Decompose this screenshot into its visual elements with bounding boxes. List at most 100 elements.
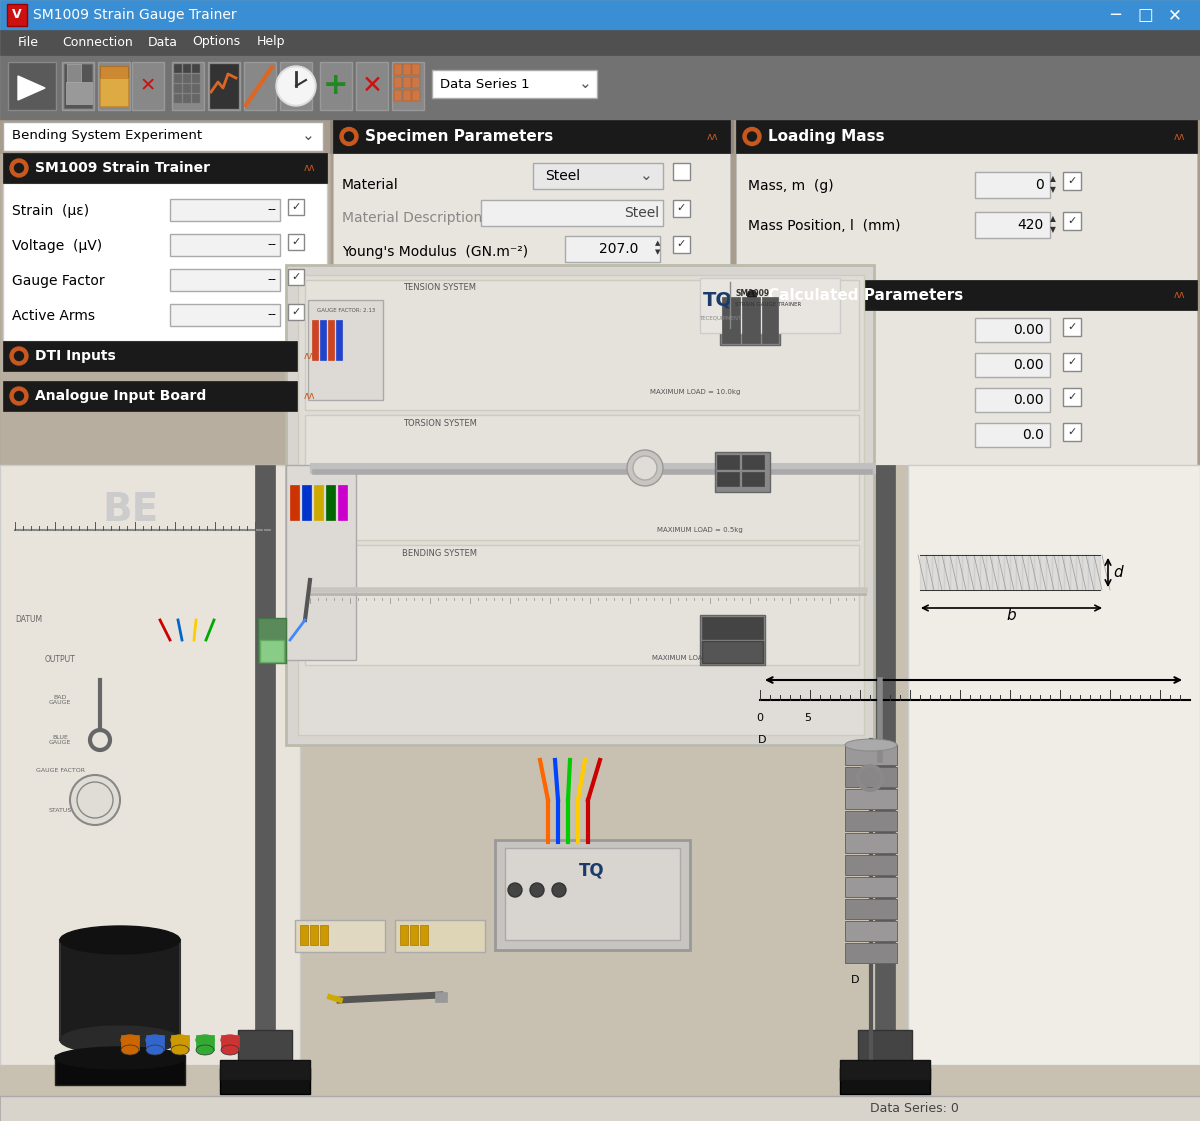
Bar [974,212,1050,238]
Bar [256,465,275,1045]
Text: 0.0: 0.0 [1022,428,1044,442]
Circle shape [508,883,522,897]
Bar [286,265,874,745]
Ellipse shape [146,1035,164,1045]
Text: 0.00: 0.00 [1013,358,1044,372]
Bar [720,295,780,345]
Bar [170,269,280,291]
Text: d: d [1114,565,1123,580]
Bar [302,485,311,520]
Text: ✓: ✓ [1067,392,1076,402]
Bar [436,992,446,1002]
Bar [305,280,859,410]
Bar [845,921,898,941]
Text: TQ: TQ [580,861,605,879]
Text: ▲: ▲ [655,240,661,245]
Text: SM1009 Strain Trainer: SM1009 Strain Trainer [35,161,210,175]
Text: ✓: ✓ [1067,427,1076,437]
Bar [0,55,1200,120]
Ellipse shape [172,1035,190,1045]
Bar [840,1060,930,1080]
Text: Connection: Connection [62,36,133,48]
Text: 207.0: 207.0 [599,242,638,256]
Bar [182,74,191,83]
Bar [60,941,180,1040]
Bar [410,925,418,945]
Text: Active Arms: Active Arms [12,309,95,323]
Text: ⌄: ⌄ [640,168,653,184]
Ellipse shape [221,1045,239,1055]
Text: TECEQUIPMENT: TECEQUIPMENT [698,315,742,321]
Bar [0,1096,1200,1121]
Text: Gauge Factor: Gauge Factor [12,274,104,288]
Circle shape [14,164,24,173]
Bar [505,847,680,941]
Text: Data Series: 0: Data Series: 0 [870,1102,959,1114]
Bar [182,64,191,73]
Text: ✓: ✓ [1067,216,1076,226]
Text: STATUS: STATUS [48,807,72,813]
Bar [334,120,730,152]
Text: 420: 420 [1018,217,1044,232]
Bar [295,920,385,952]
Bar [840,1068,930,1094]
Bar [170,200,280,221]
Bar [875,465,895,1045]
Circle shape [340,128,358,146]
Bar [0,120,1200,152]
Bar [280,62,312,110]
Text: 0.00: 0.00 [1013,393,1044,407]
Text: Young's Modulus  (GN.m⁻²): Young's Modulus (GN.m⁻²) [342,245,528,259]
Ellipse shape [196,1035,214,1045]
Bar [208,62,240,110]
Ellipse shape [60,926,180,954]
Text: STRAIN GAUGE TRAINER: STRAIN GAUGE TRAINER [734,303,802,307]
Text: SM1009: SM1009 [734,288,769,297]
Bar [356,62,388,110]
Bar [290,485,299,520]
Circle shape [14,352,24,361]
Text: ✕: ✕ [1168,6,1182,24]
Text: ▲: ▲ [1050,175,1056,184]
Bar [715,452,770,492]
Bar [394,77,402,89]
Text: 0: 0 [756,713,763,723]
Bar [403,77,410,89]
Bar [400,925,408,945]
Bar [62,62,94,110]
Text: ʌʌ: ʌʌ [1174,131,1184,141]
Bar [858,1030,912,1071]
Circle shape [10,159,28,177]
Text: Calculated Parameters: Calculated Parameters [768,287,964,303]
Bar [174,84,182,93]
Circle shape [276,66,316,106]
Bar [496,840,690,949]
Bar [238,1030,292,1071]
Bar [700,615,766,665]
Text: ✓: ✓ [1067,176,1076,186]
Bar [98,62,130,110]
Bar [326,485,335,520]
Bar [718,455,739,469]
Bar [182,94,191,103]
Bar [845,877,898,897]
Bar [1063,353,1081,371]
Text: --: -- [266,274,276,287]
Bar [565,237,660,262]
Bar [174,64,182,73]
Bar [974,318,1050,342]
Bar [174,94,182,103]
Bar [974,388,1050,413]
Text: Specimen Parameters: Specimen Parameters [365,129,553,143]
Text: Options: Options [192,36,240,48]
Bar [394,90,402,101]
Circle shape [14,391,24,400]
Bar [845,745,898,765]
Text: ▲: ▲ [1050,214,1056,223]
Bar [673,200,690,217]
Text: TENSION SYSTEM: TENSION SYSTEM [403,284,476,293]
Bar [845,810,898,831]
Text: ▼: ▼ [1050,225,1056,234]
Bar [481,200,662,226]
Text: □: □ [1138,6,1153,24]
